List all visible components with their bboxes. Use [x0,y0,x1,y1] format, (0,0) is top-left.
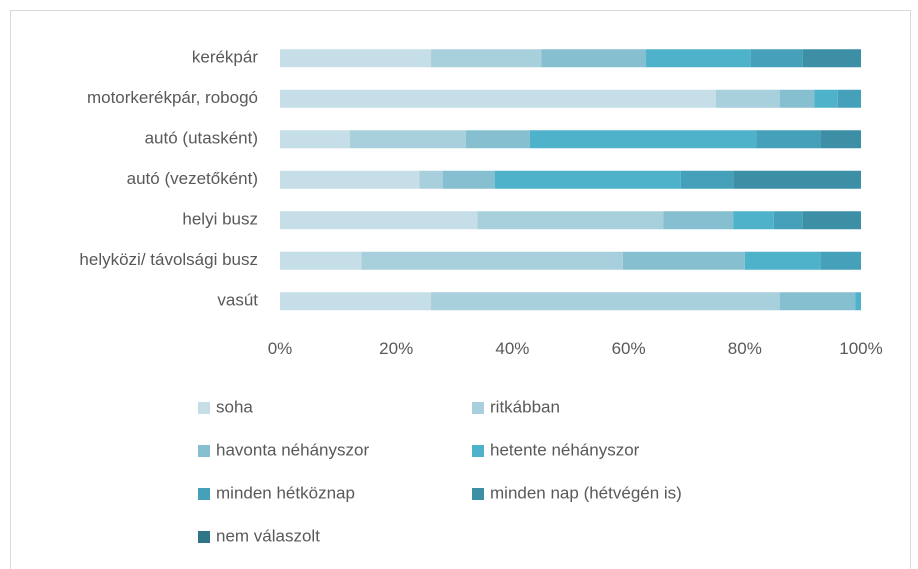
bar-segment [820,251,861,270]
bar-segment [280,251,362,270]
legend-swatch [198,531,210,543]
bar-segment [773,211,803,230]
legend-label: hetente néhányszor [490,440,640,459]
y-tick-label: autó (vezetőként) [127,169,258,188]
bar-segment [442,170,495,189]
bar-segment [361,251,623,270]
x-tick-label: 60% [612,339,646,358]
y-tick-label: vasút [217,291,258,310]
y-tick-label: autó (utasként) [145,129,258,148]
bar-segment [733,170,861,189]
legend-swatch [472,445,484,457]
legend-label: nem válaszolt [216,526,320,545]
bar-segment [715,89,780,108]
legend-label: minden nap (hétvégén is) [490,483,682,502]
bar-segment [663,211,734,230]
bar-segment [431,49,542,68]
legend-swatch [472,488,484,500]
y-tick-label: motorkerékpár, robogó [87,88,258,107]
bar-segment [837,89,861,108]
bar-segment [750,49,803,68]
x-tick-label: 100% [839,339,882,358]
bar-segment [477,211,664,230]
bar-segment [280,170,420,189]
bar-segment [680,170,734,189]
bar-segment [802,49,861,68]
bar-segment [802,211,861,230]
bar-segment [646,49,751,68]
bar-segment [494,170,681,189]
legend-label: havonta néhányszor [216,440,369,459]
bar-segment [280,292,432,311]
bar-segment [779,89,815,108]
x-tick-label: 40% [495,339,529,358]
x-tick-label: 20% [379,339,413,358]
bar-segment [779,292,856,311]
legend-label: soha [216,397,253,416]
bar-segment [733,211,774,230]
bar-segment [280,49,432,68]
bar-segment [349,130,466,149]
bar-segment [465,130,530,149]
bar-segment [280,211,478,230]
y-tick-label: helyközi/ távolsági busz [79,250,258,269]
legend-swatch [198,445,210,457]
legend-label: ritkábban [490,397,560,416]
y-tick-label: helyi busz [182,210,258,229]
bar-segment [431,292,780,311]
x-tick-label: 80% [728,339,762,358]
bar-segment [280,89,716,108]
legend-label: minden hétköznap [216,483,355,502]
bar-segment [814,89,838,108]
legend-swatch [198,488,210,500]
bar-segment [280,130,350,149]
bar-segment [820,130,861,149]
bar-segment [419,170,443,189]
legend-swatch [198,402,210,414]
bar-segment [541,49,647,68]
bar-segment [529,130,757,149]
legend-swatch [472,402,484,414]
bar-segment [756,130,821,149]
y-tick-label: kerékpár [192,48,258,67]
bar-segment [744,251,821,270]
x-tick-label: 0% [268,339,293,358]
bar-segment [622,251,745,270]
bar-segment [855,292,861,311]
